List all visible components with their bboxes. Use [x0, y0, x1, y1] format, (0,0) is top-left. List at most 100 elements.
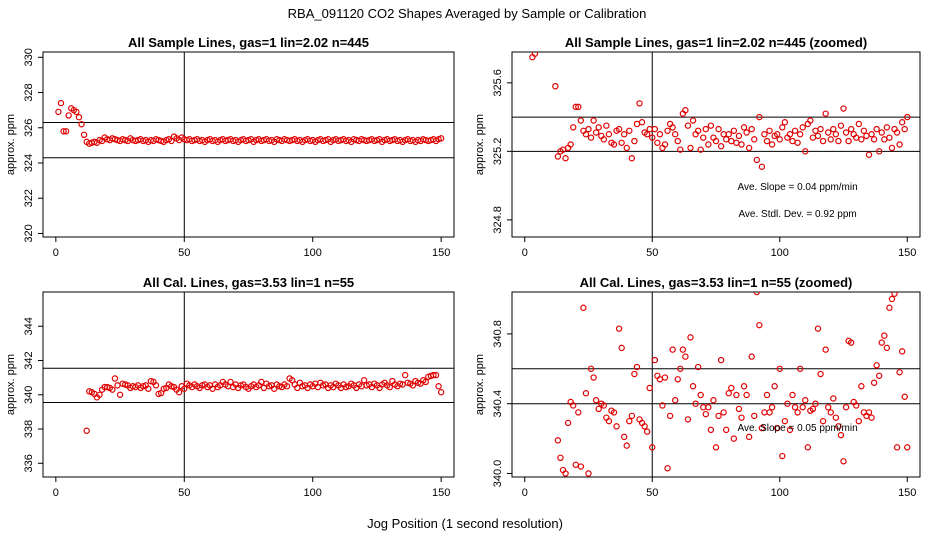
y-tick-label: 344 [23, 317, 35, 335]
data-series [554, 292, 911, 477]
data-point [865, 151, 873, 158]
data-point [779, 452, 786, 460]
data-point [651, 356, 659, 364]
data-point [360, 377, 368, 384]
data-point [845, 137, 852, 145]
data-point [672, 131, 679, 138]
data-point [774, 424, 781, 432]
data-point [669, 124, 676, 131]
data-point [687, 144, 694, 152]
data-point [756, 321, 763, 329]
data-point [904, 113, 911, 121]
data-point [738, 414, 745, 421]
data-point [873, 125, 880, 133]
data-point [847, 339, 855, 346]
data-point [552, 83, 559, 90]
panel-title: All Sample Lines, gas=1 lin=2.02 n=445 [128, 35, 369, 50]
y-tick-label: 340.0 [492, 460, 504, 488]
data-point [682, 353, 689, 360]
data-point [893, 444, 901, 451]
data-point [702, 410, 710, 418]
data-point [753, 156, 761, 164]
data-point [712, 137, 720, 145]
data-point [707, 122, 715, 129]
data-point [868, 414, 875, 421]
data-point [822, 110, 829, 117]
data-point [886, 304, 893, 311]
annotation-text: Ave. Slope = 0.04 ppm/min [738, 182, 858, 193]
data-point [819, 417, 827, 425]
data-point [728, 384, 735, 392]
data-point [881, 332, 888, 339]
data-point [865, 409, 873, 416]
data-point [595, 124, 602, 131]
data-point [643, 428, 651, 435]
data-point [835, 423, 842, 430]
data-point [733, 139, 740, 146]
y-axis-label: approx. ppm [5, 354, 17, 415]
data-point [615, 125, 623, 133]
data-point [745, 433, 753, 441]
data-point [605, 417, 613, 425]
data-point [870, 379, 878, 386]
data-point [799, 403, 806, 411]
data-point [753, 292, 760, 296]
data-point [590, 117, 597, 124]
data-point [435, 383, 442, 390]
data-point [873, 362, 880, 369]
data-point [886, 134, 893, 141]
data-point [766, 409, 773, 416]
data-point [751, 412, 758, 420]
data-point [717, 356, 725, 364]
data-point [621, 433, 628, 441]
data-point [661, 374, 669, 381]
data-point [825, 129, 832, 136]
data-point [626, 417, 633, 425]
data-point [621, 131, 628, 138]
data-point [664, 127, 671, 134]
data-point [227, 378, 234, 386]
data-point [564, 419, 572, 427]
x-tick-label: 150 [432, 487, 450, 499]
data-point [814, 325, 822, 332]
data-point [855, 417, 863, 425]
data-point [858, 383, 865, 390]
data-point [605, 131, 613, 138]
data-point [78, 121, 85, 128]
data-point [623, 144, 630, 152]
data-point [730, 127, 738, 134]
data-point [669, 346, 676, 353]
data-point [575, 103, 582, 111]
panel-title: All Sample Lines, gas=1 lin=2.02 n=445 (… [565, 35, 867, 50]
panel-title: All Cal. Lines, gas=3.53 lin=1 n=55 [143, 275, 354, 290]
data-point [728, 137, 735, 145]
data-point [878, 129, 885, 136]
data-point [638, 119, 646, 126]
data-point [819, 137, 827, 145]
data-point [830, 395, 837, 402]
data-point [649, 444, 656, 451]
data-point [80, 131, 88, 139]
data-point [768, 141, 776, 148]
data-point [575, 409, 582, 416]
data-point [631, 137, 638, 145]
data-point [697, 146, 704, 153]
data-point [901, 393, 908, 400]
y-tick-label: 326 [23, 119, 35, 137]
data-point [888, 144, 896, 152]
data-point [898, 119, 906, 126]
data-point [577, 463, 585, 470]
data-point [786, 131, 794, 138]
data-point [618, 139, 625, 146]
data-point [876, 148, 883, 155]
data-point [386, 383, 393, 391]
data-point [570, 402, 577, 409]
data-point [641, 423, 648, 430]
data-point [554, 437, 562, 444]
data-point [283, 383, 291, 390]
data-point [738, 141, 745, 148]
data-point [796, 131, 804, 138]
data-point [840, 458, 847, 465]
data-point [896, 369, 903, 376]
